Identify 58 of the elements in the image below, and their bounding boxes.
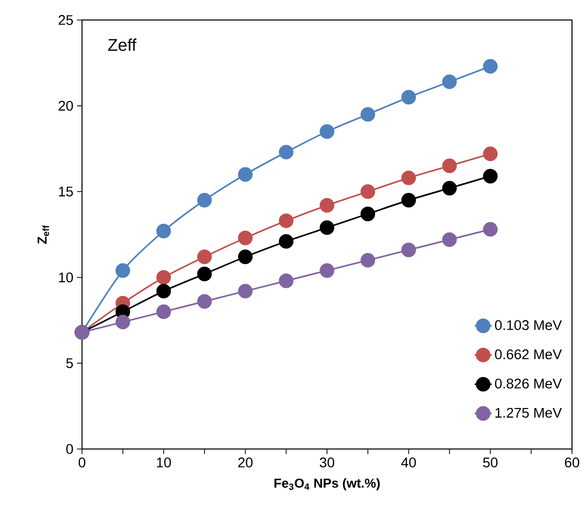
point: [442, 232, 457, 247]
point: [320, 124, 334, 139]
point: [116, 314, 130, 330]
point: [483, 59, 498, 74]
point: [278, 234, 294, 249]
legend-label: 0.103 MeV: [495, 320, 562, 330]
point: [278, 274, 294, 288]
point: [320, 263, 334, 278]
point: [116, 263, 130, 278]
point: [483, 168, 498, 184]
point: [156, 270, 171, 285]
point: [238, 230, 253, 246]
point: [360, 107, 376, 122]
x-tick-label: 20: [238, 458, 253, 468]
y-tick-label: 10: [59, 272, 73, 282]
point: [483, 222, 498, 237]
y-tick-label: 5: [66, 358, 73, 368]
point: [360, 184, 376, 199]
point: [197, 294, 212, 309]
point: [401, 170, 416, 186]
text: Fe$_{3}$O$_{4}$ NPs (wt.%): [274, 478, 380, 490]
point: [278, 144, 294, 160]
point: [156, 304, 171, 320]
x-tick-label: 50: [483, 458, 498, 468]
point: [156, 224, 171, 238]
point: [238, 250, 253, 264]
point: [401, 90, 416, 105]
point: [483, 146, 498, 162]
y-tick-label: 15: [59, 186, 73, 196]
legend-label: 0.662 MeV: [495, 349, 562, 360]
point: [238, 284, 253, 298]
point: [197, 250, 212, 264]
point: [278, 213, 294, 228]
point: [197, 192, 212, 208]
point: [360, 252, 376, 268]
text: Zeff: [108, 38, 136, 51]
text: Z$_{eff}$: [38, 225, 50, 244]
point: [442, 180, 457, 196]
x-tick-label: 10: [156, 458, 171, 468]
x-tick-label: 30: [320, 458, 334, 468]
point: [156, 284, 171, 298]
y-tick-label: 25: [58, 15, 73, 25]
point: [320, 220, 334, 235]
y-tick-label: 0: [66, 444, 73, 454]
point: [320, 198, 334, 213]
point: [197, 266, 212, 282]
y-tick-label: 20: [58, 100, 73, 111]
x-tick-label: 40: [401, 458, 416, 468]
point: [401, 242, 416, 258]
point: [401, 192, 416, 208]
point: [238, 167, 253, 182]
x-tick-label: 0: [78, 458, 86, 468]
point: [360, 206, 376, 222]
point: [442, 158, 457, 174]
legend-label: 0.826 MeV: [495, 378, 562, 389]
x-tick-label: 60: [564, 458, 580, 468]
legend-label: 1.275 MeV: [496, 408, 562, 418]
point: [442, 74, 457, 90]
